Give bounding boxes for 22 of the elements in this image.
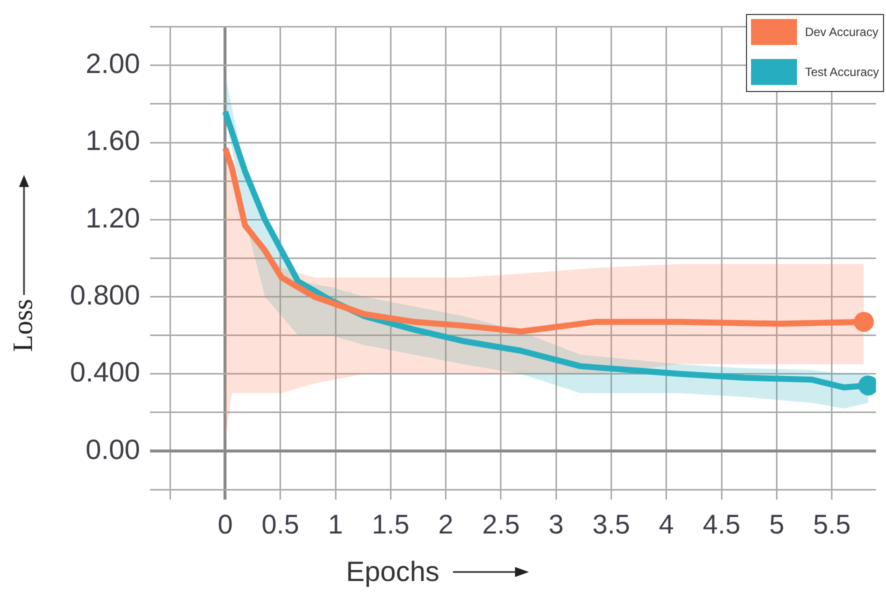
y-tick-label: 0.00 (86, 434, 140, 465)
x-tick-label: 2.5 (482, 509, 520, 540)
x-tick-label: 0 (218, 509, 233, 540)
x-tick-label: 4 (658, 509, 674, 540)
x-tick-label: 5 (769, 509, 784, 540)
x-tick-label: 2 (438, 509, 454, 540)
x-tick-label: 1.5 (372, 509, 410, 540)
x-tick-label: 3 (548, 509, 564, 540)
legend-label: Dev Accuracy (804, 25, 878, 39)
y-tick-label: 1.20 (86, 202, 140, 234)
y-tick-label: 1.60 (86, 125, 140, 156)
x-tick-label: 1 (328, 509, 344, 540)
y-tick-label: 2.00 (86, 48, 140, 80)
x-tick-label: 4.5 (702, 509, 740, 540)
y-tick-label: 0.400 (70, 356, 140, 388)
x-tick-label: 3.5 (592, 509, 630, 540)
legend-label: Test Accuracy (804, 65, 879, 79)
y-axis-title: Loss (8, 299, 40, 352)
x-axis-title: Epochs (346, 556, 440, 588)
x-tick-label: 5.5 (813, 509, 851, 540)
x-tick-label: 0.5 (262, 509, 300, 540)
y-tick-label: 0.800 (70, 279, 140, 310)
